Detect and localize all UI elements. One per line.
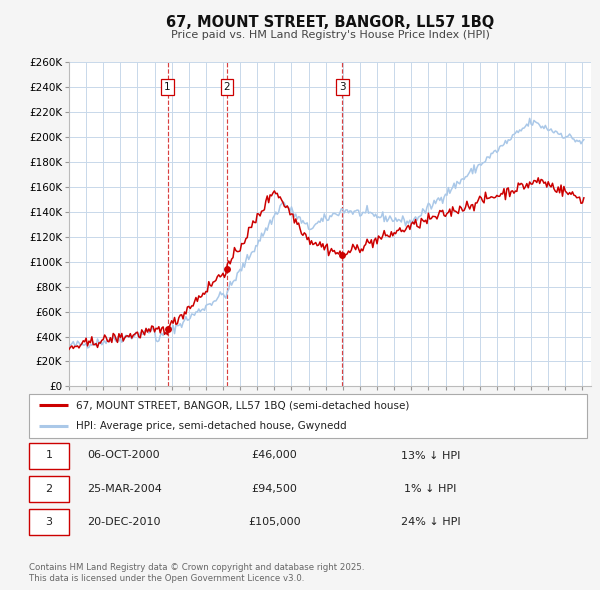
Text: HPI: Average price, semi-detached house, Gwynedd: HPI: Average price, semi-detached house,…	[76, 421, 347, 431]
Text: £94,500: £94,500	[251, 484, 297, 493]
FancyBboxPatch shape	[29, 443, 69, 469]
FancyBboxPatch shape	[29, 476, 69, 502]
Text: £46,000: £46,000	[251, 451, 297, 460]
Text: Contains HM Land Registry data © Crown copyright and database right 2025.: Contains HM Land Registry data © Crown c…	[29, 563, 364, 572]
Text: 3: 3	[46, 517, 52, 526]
Text: This data is licensed under the Open Government Licence v3.0.: This data is licensed under the Open Gov…	[29, 574, 304, 583]
Text: 2: 2	[224, 82, 230, 92]
Text: 1: 1	[46, 451, 52, 460]
Text: 25-MAR-2004: 25-MAR-2004	[88, 484, 162, 493]
Text: Price paid vs. HM Land Registry's House Price Index (HPI): Price paid vs. HM Land Registry's House …	[170, 31, 490, 40]
Text: 13% ↓ HPI: 13% ↓ HPI	[401, 451, 460, 460]
Text: 1% ↓ HPI: 1% ↓ HPI	[404, 484, 457, 493]
FancyBboxPatch shape	[29, 394, 587, 438]
Text: 67, MOUNT STREET, BANGOR, LL57 1BQ (semi-detached house): 67, MOUNT STREET, BANGOR, LL57 1BQ (semi…	[76, 401, 410, 411]
Text: 24% ↓ HPI: 24% ↓ HPI	[401, 517, 460, 526]
FancyBboxPatch shape	[29, 509, 69, 535]
Text: 3: 3	[339, 82, 346, 92]
Text: 06-OCT-2000: 06-OCT-2000	[88, 451, 160, 460]
Text: 1: 1	[164, 82, 171, 92]
Text: 2: 2	[46, 484, 52, 493]
Text: 20-DEC-2010: 20-DEC-2010	[88, 517, 161, 526]
Text: £105,000: £105,000	[248, 517, 301, 526]
Text: 67, MOUNT STREET, BANGOR, LL57 1BQ: 67, MOUNT STREET, BANGOR, LL57 1BQ	[166, 15, 494, 30]
